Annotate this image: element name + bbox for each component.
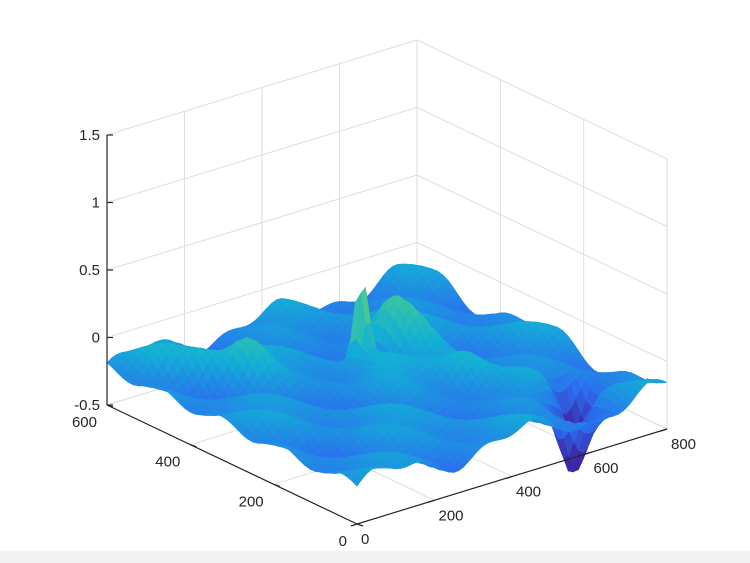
grid-line <box>416 107 668 227</box>
z-tick-label: -0.5 <box>74 397 100 414</box>
y-tick-label: 0 <box>339 533 347 550</box>
grid-line <box>416 174 668 295</box>
x-tick-mark <box>350 523 358 527</box>
y-tick-mark <box>190 444 197 448</box>
grid-line <box>106 242 418 338</box>
grid-line <box>106 174 418 271</box>
z-tick-label: 0 <box>92 330 100 347</box>
z-tick-label: 1 <box>92 195 100 212</box>
grid-line <box>416 242 668 362</box>
y-tick-label: 200 <box>239 493 264 510</box>
surface <box>106 263 668 487</box>
y-tick-mark <box>273 483 280 487</box>
x-tick-mark <box>505 475 513 480</box>
grid-line <box>416 39 668 160</box>
x-tick-mark <box>583 452 590 456</box>
x-tick-label: 400 <box>516 484 541 501</box>
window-bottom-edge <box>0 551 750 563</box>
x-tick-mark <box>428 499 435 503</box>
x-tick-mark <box>660 428 668 432</box>
z-tick-label: 0.5 <box>79 262 100 279</box>
x-tick-label: 200 <box>439 507 464 524</box>
grid-line <box>106 107 418 203</box>
y-axis-line <box>106 404 358 525</box>
grid-line <box>106 39 418 136</box>
axes <box>106 134 668 527</box>
x-tick-label: 0 <box>361 531 369 548</box>
y-tick-mark <box>356 523 364 527</box>
surface-patch <box>351 474 363 487</box>
z-tick-label: 1.5 <box>79 127 100 144</box>
y-tick-label: 400 <box>155 454 180 471</box>
y-tick-label: 600 <box>72 414 97 431</box>
x-tick-label: 800 <box>671 436 696 453</box>
x-tick-label: 600 <box>594 460 619 477</box>
